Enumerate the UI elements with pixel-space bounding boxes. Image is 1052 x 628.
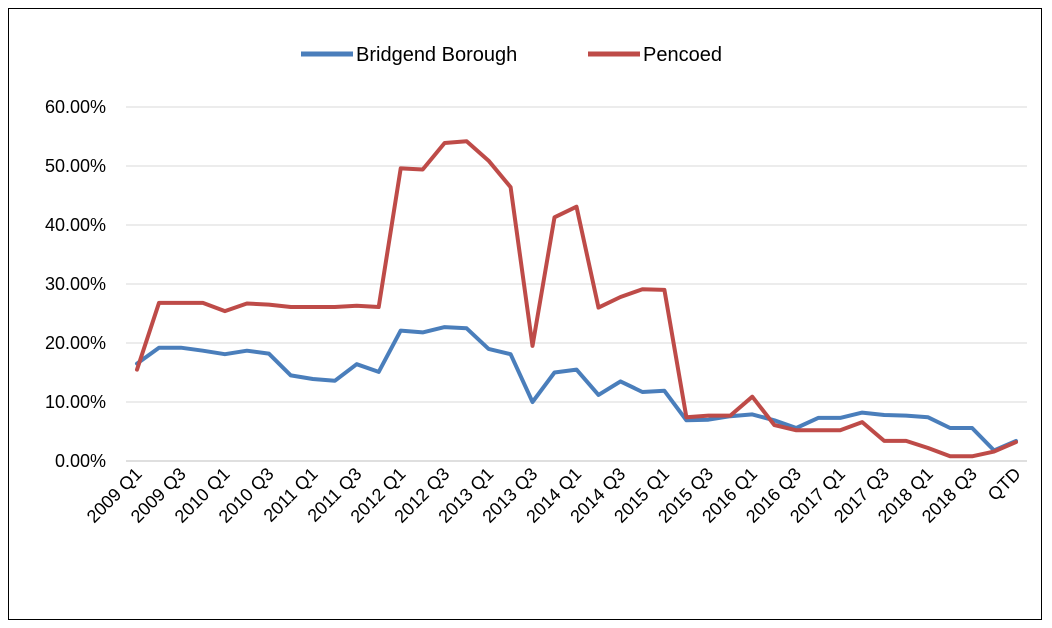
series-line-bridgend-borough [135,325,1018,453]
y-tick-label: 10.00% [45,392,106,412]
legend-label: Bridgend Borough [356,44,517,66]
legend: Bridgend Borough Pencoed [301,44,722,66]
y-tick-label: 50.00% [45,156,106,176]
y-tick-label: 0.00% [55,451,106,471]
y-tick-label: 60.00% [45,97,106,117]
series-lines [135,139,1018,459]
chart-frame: 0.00% 10.00% 20.00% 30.00% 40.00% 50.00% 60.00… [8,8,1042,620]
y-axis-ticks: 0.00% 10.00% 20.00% 30.00% 40.00% 50.00% 60.00… [45,97,106,471]
legend-label: Pencoed [643,44,722,66]
series-line-pencoed [135,139,1018,459]
y-tick-label: 20.00% [45,333,106,353]
y-tick-label: 30.00% [45,274,106,294]
y-tick-label: 40.00% [45,215,106,235]
x-tick-label: QTD [984,464,1025,505]
gridlines [126,106,1027,462]
line-chart: 0.00% 10.00% 20.00% 30.00% 40.00% 50.00% 60.00… [45,44,1027,527]
